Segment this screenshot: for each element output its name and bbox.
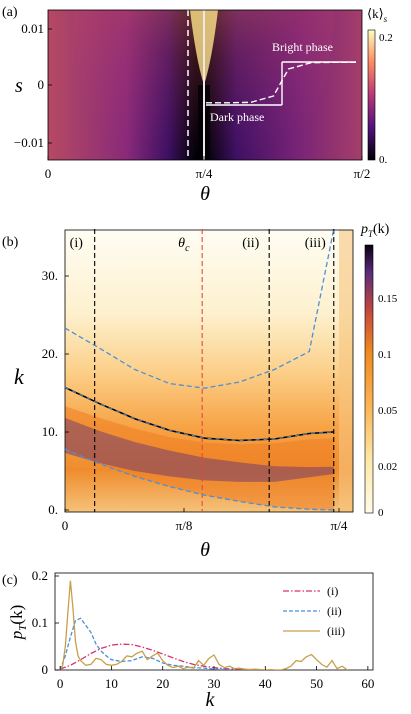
- legend-iii-label: (iii): [327, 624, 345, 638]
- b-ytick-30: 30.: [42, 268, 58, 283]
- panel-b-colorbar: pT(k) 0.15 0.1 0.05 0.02 0: [360, 222, 398, 519]
- a-ytick-1: 0.01: [21, 21, 44, 36]
- b-curve-upper-band: [65, 230, 335, 389]
- panel-a-label: (a): [2, 5, 18, 20]
- c-xtick-3: 30: [208, 676, 221, 691]
- a-xtick-3: π/2: [354, 166, 371, 181]
- panel-a-colorbar: ⟨k⟩s 0.2 0.: [367, 6, 393, 166]
- b-ytick-10: 10.: [42, 424, 58, 439]
- panel-c-axes: 0.2 0.1 0 k pT(k) 0 10 20 30 40 50 60: [7, 568, 374, 711]
- a-ylabel: s: [15, 75, 23, 97]
- a-ytick-3: −0.01: [14, 135, 44, 150]
- panel-c-legend: (i) (ii) (iii): [283, 584, 345, 638]
- c-series-3: [59, 580, 348, 670]
- a-ytick-2: 0: [38, 77, 45, 92]
- marker-label-3: (ii): [242, 236, 259, 251]
- legend-ii-label: (ii): [327, 604, 342, 618]
- panel-c-series: [59, 580, 348, 670]
- panel-c-label: (c): [2, 573, 18, 588]
- panel-a-axes: 0.01 0 −0.01 0 π/4 π/2 θ s: [14, 21, 370, 205]
- b-xlabel: θ: [200, 539, 210, 561]
- c-xtick-0: 0: [57, 676, 64, 691]
- inset-smooth-curve: [206, 61, 356, 104]
- b-ytick-0: 0.: [48, 502, 58, 517]
- panel-a-heatmap: Bright phase Dark phase: [47, 9, 363, 161]
- c-xtick-1: 10: [105, 676, 118, 691]
- bright-phase-label: Bright phase: [272, 40, 333, 54]
- panel-b-purple-band: [65, 417, 334, 482]
- legend-i-label: (i): [327, 584, 338, 598]
- c-ytick-02: 0.2: [32, 568, 48, 583]
- cb-a-tick-1: 0.2: [379, 32, 393, 44]
- b-ytick-20: 20.: [42, 346, 58, 361]
- b-curve-mean-overlay: [65, 387, 334, 442]
- c-ytick-0: 0: [42, 662, 49, 677]
- panel-b-density-band: [65, 406, 334, 510]
- c-xtick-6: 60: [361, 676, 374, 691]
- cb-a-tick-2: 0.: [379, 154, 388, 166]
- marker-label-1: (i): [70, 236, 84, 251]
- b-xtick-pi4: π/4: [331, 518, 348, 533]
- cb-b-tick-1: 0.15: [378, 293, 398, 305]
- c-series-2: [59, 617, 235, 670]
- dark-phase-label: Dark phase: [210, 110, 264, 124]
- cb-b-tick-2: 0.1: [378, 349, 392, 361]
- a-xlabel: θ: [200, 183, 210, 205]
- cb-b-tick-3: 0.05: [378, 405, 398, 417]
- c-ytick-01: 0.1: [32, 615, 48, 630]
- cb-b-tick-4: 0.02: [378, 461, 397, 473]
- a-xtick-2: π/4: [196, 166, 213, 181]
- panel-a-inset: [206, 61, 356, 106]
- c-xtick-5: 50: [310, 676, 323, 691]
- b-xtick-pi8: π/8: [176, 518, 193, 533]
- marker-label-2: θc: [178, 236, 190, 254]
- cb-b-tick-5: 0: [378, 507, 384, 519]
- panel-b-markers: (i) θc (ii) (iii): [70, 229, 335, 512]
- panel-b-curves: [65, 230, 335, 511]
- panel-c-plot: (i) (ii) (iii): [54, 572, 374, 671]
- b-ylabel: k: [14, 364, 25, 389]
- c-xtick-4: 40: [259, 676, 272, 691]
- cb-a-label: ⟨k⟩s: [367, 6, 388, 24]
- b-curve-lower-band: [65, 448, 334, 511]
- cb-b-label: pT(k): [360, 222, 390, 239]
- panel-b-label: (b): [2, 235, 19, 250]
- marker-label-4: (iii): [305, 236, 326, 251]
- b-xtick-0: 0: [62, 518, 69, 533]
- panel-b-axes: 0. 10. 20. 30. 0 π/8 π/4 θ k: [14, 268, 348, 561]
- c-xlabel: k: [206, 689, 216, 711]
- panel-b-heatmap: (i) θc (ii) (iii): [64, 229, 354, 513]
- c-series-1: [59, 643, 266, 670]
- a-xtick-1: 0: [45, 166, 52, 181]
- c-ylabel: pT(k): [7, 605, 29, 640]
- c-xtick-2: 20: [156, 676, 169, 691]
